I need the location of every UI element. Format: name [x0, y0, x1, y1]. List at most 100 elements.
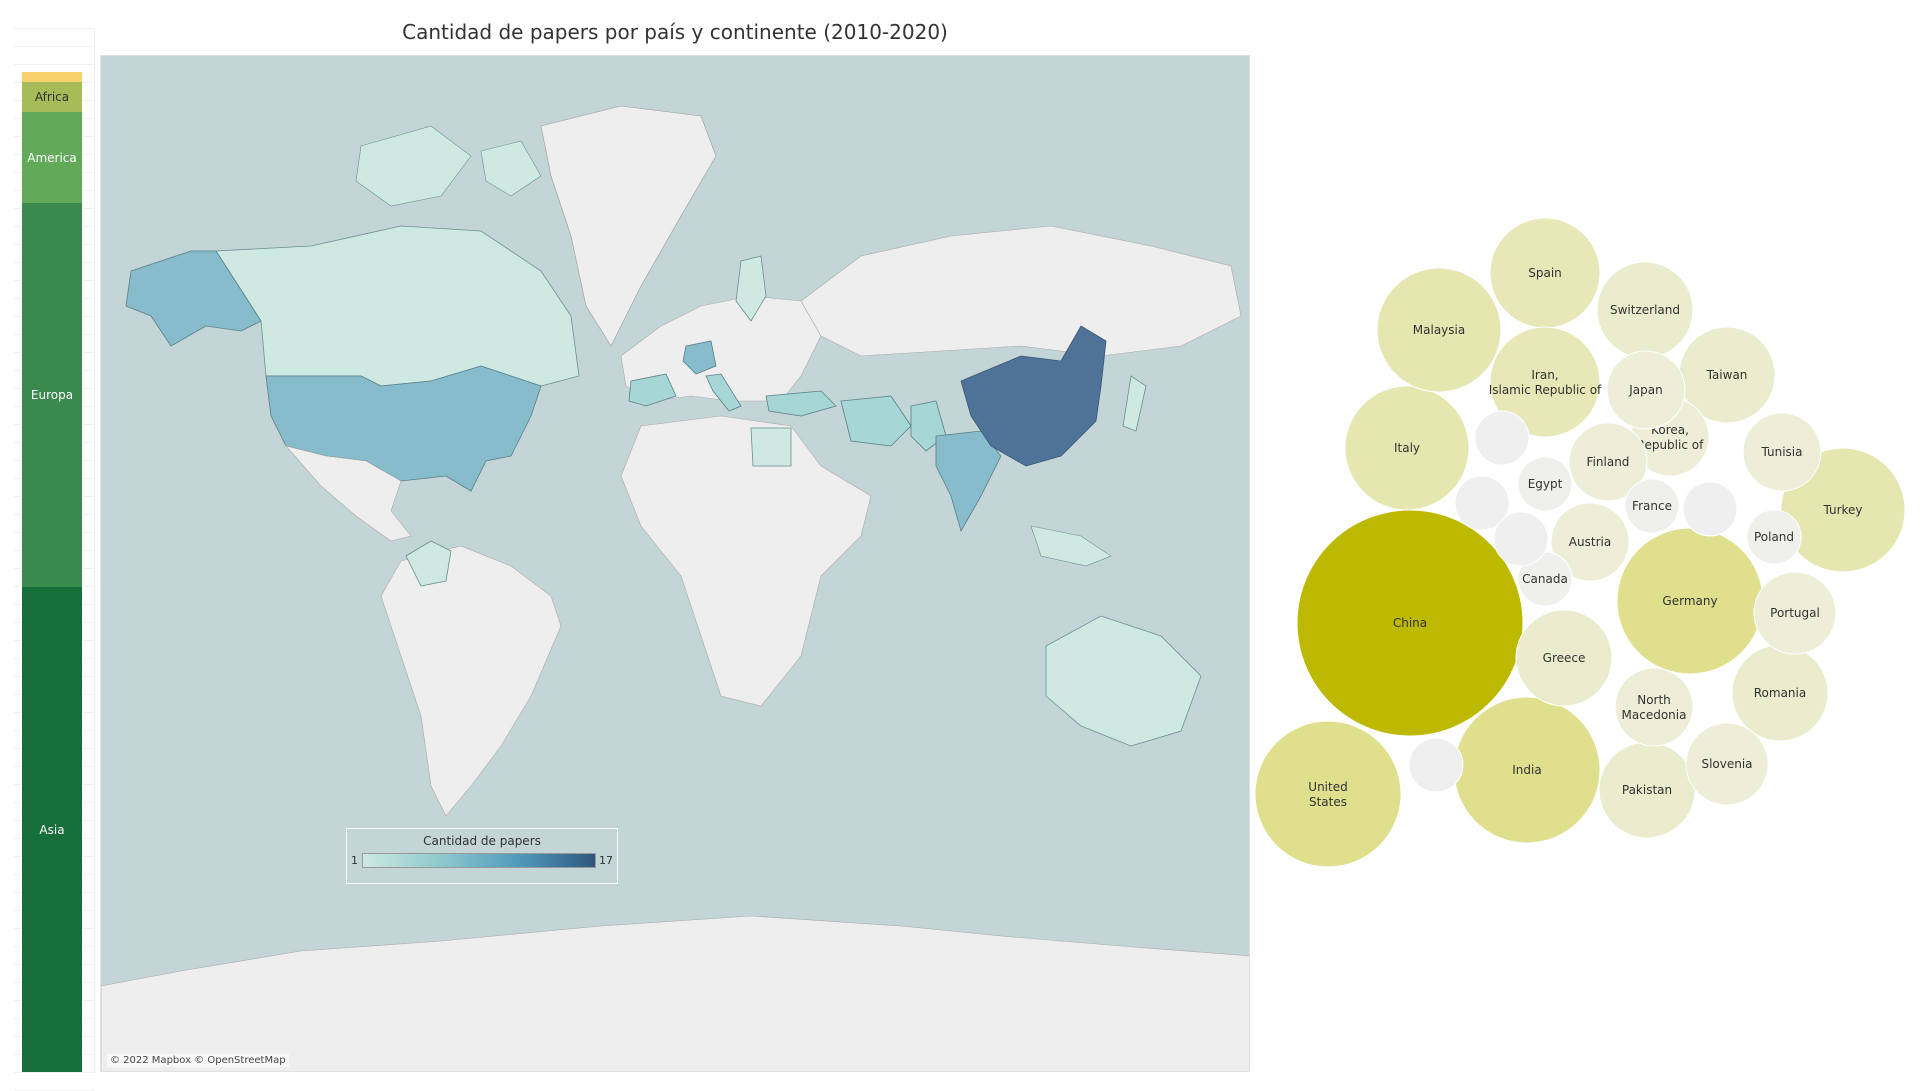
bubble[interactable]: Malaysia: [1376, 267, 1502, 393]
bubble-label: Pakistan: [1622, 783, 1672, 797]
region-canada[interactable]: [215, 225, 580, 387]
bubble[interactable]: India: [1453, 696, 1601, 844]
region-colombia[interactable]: [405, 540, 452, 587]
legend-max: 17: [599, 854, 613, 867]
bubble[interactable]: Italy: [1344, 385, 1470, 511]
bubble[interactable]: Romania: [1731, 644, 1829, 742]
axis-gridline: [14, 1072, 94, 1073]
bubble-circle[interactable]: [1454, 475, 1510, 531]
bubble-circle[interactable]: [1408, 737, 1464, 793]
region-egypt[interactable]: [750, 427, 792, 467]
bubble-circle[interactable]: [1780, 447, 1906, 573]
region-antarctica[interactable]: [101, 915, 1250, 1072]
bubble[interactable]: Canada: [1517, 551, 1573, 607]
bubble[interactable]: [1408, 737, 1464, 793]
bubble[interactable]: Spain: [1489, 217, 1601, 329]
bubble-circle[interactable]: [1753, 571, 1837, 655]
bubble[interactable]: Tunisia: [1742, 412, 1822, 492]
bubble[interactable]: Greece: [1515, 609, 1613, 707]
legend-title: Cantidad de papers: [423, 834, 541, 848]
bubble[interactable]: Austria: [1550, 502, 1630, 582]
region-china[interactable]: [960, 325, 1107, 467]
continent-segment[interactable]: Africa: [22, 82, 82, 113]
bubble[interactable]: Poland: [1746, 509, 1802, 565]
region-alaska[interactable]: [125, 250, 262, 347]
bubble[interactable]: North Macedonia: [1614, 667, 1694, 747]
bubble[interactable]: [1474, 410, 1530, 466]
region-germany[interactable]: [682, 340, 717, 375]
bubble-label: Slovenia: [1701, 757, 1752, 771]
map-canvas[interactable]: [101, 56, 1250, 1072]
bubble[interactable]: [1682, 481, 1738, 537]
axis-gridline: [14, 64, 94, 65]
region-mexico[interactable]: [285, 445, 412, 542]
bubble[interactable]: Finland: [1568, 422, 1648, 502]
continent-segment[interactable]: Asia: [22, 587, 82, 1072]
bubble[interactable]: Pakistan: [1598, 741, 1696, 839]
bubble-circle[interactable]: [1685, 722, 1769, 806]
continent-segment[interactable]: Europa: [22, 203, 82, 588]
bubble-chart: China United States India Germany Turkey Italy…: [1254, 217, 1906, 868]
bubble-label: Portugal: [1770, 606, 1820, 620]
bubble-label: Switzerland: [1610, 303, 1680, 317]
bubble-label: Taiwan: [1706, 368, 1748, 382]
bubble-label: Japan: [1628, 383, 1662, 397]
bubble[interactable]: Switzerland: [1596, 261, 1694, 359]
bubble-label: Austria: [1569, 535, 1611, 549]
bubble[interactable]: United States: [1254, 720, 1402, 868]
bubble-circle[interactable]: [1489, 326, 1601, 438]
bubble-label: China: [1393, 616, 1427, 630]
bubble[interactable]: [1454, 475, 1510, 531]
region-italy[interactable]: [705, 373, 742, 412]
region-spain[interactable]: [628, 373, 677, 407]
bubble-label: Greece: [1543, 651, 1586, 665]
axis-gridline: [14, 46, 94, 47]
bubble-circle[interactable]: [1493, 511, 1549, 567]
bubble[interactable]: Slovenia: [1685, 722, 1769, 806]
region-finland[interactable]: [735, 255, 767, 322]
bubble-circle[interactable]: [1614, 667, 1694, 747]
bubble-circle[interactable]: [1550, 502, 1630, 582]
bubble[interactable]: Egypt: [1517, 456, 1573, 512]
region-united-states[interactable]: [265, 365, 542, 492]
bubble-circle[interactable]: [1517, 456, 1573, 512]
bubble[interactable]: China: [1296, 509, 1524, 737]
continent-segment[interactable]: America: [22, 112, 82, 204]
bubble-circle[interactable]: [1515, 609, 1613, 707]
bubble-label: North Macedonia: [1622, 693, 1687, 722]
region-south-america[interactable]: [380, 545, 562, 817]
color-legend: Cantidad de papers 1 17: [346, 828, 618, 884]
bubble[interactable]: Germany: [1616, 527, 1764, 675]
bubble-circle[interactable]: [1474, 410, 1530, 466]
region-australia[interactable]: [1045, 615, 1202, 747]
bubble[interactable]: [1493, 511, 1549, 567]
region-turkey[interactable]: [765, 390, 837, 417]
region-southeast-asia[interactable]: [1030, 525, 1112, 567]
bubble-circle[interactable]: [1746, 509, 1802, 565]
bubble-circle[interactable]: [1568, 422, 1648, 502]
region-greenland[interactable]: [540, 105, 717, 347]
bubble[interactable]: Iran, Islamic Republic of: [1489, 326, 1602, 438]
region-russia[interactable]: [800, 225, 1242, 357]
world-map[interactable]: Cantidad de papers 1 17 © 2022 Mapbox © …: [100, 55, 1250, 1072]
region-iran[interactable]: [840, 395, 912, 447]
region-canada-arctic[interactable]: [355, 125, 542, 207]
bubble-circle[interactable]: [1344, 385, 1470, 511]
region-africa[interactable]: [620, 415, 872, 707]
bubble[interactable]: Portugal: [1753, 571, 1837, 655]
region-japan[interactable]: [1122, 375, 1147, 432]
bubble-label: Canada: [1522, 572, 1568, 586]
bubble-circle[interactable]: [1254, 720, 1402, 868]
map-credit[interactable]: © 2022 Mapbox © OpenStreetMap: [107, 1054, 289, 1067]
bubble[interactable]: Japan: [1606, 350, 1686, 430]
bubble-label: Tunisia: [1761, 445, 1803, 459]
bubble-circle[interactable]: [1682, 481, 1738, 537]
bubble-circle[interactable]: [1376, 267, 1502, 393]
bubble-circle[interactable]: [1624, 478, 1680, 534]
bubble-label: Romania: [1754, 686, 1806, 700]
continent-segment[interactable]: [22, 72, 82, 83]
bubble-circle[interactable]: [1742, 412, 1822, 492]
bubble-circle[interactable]: [1606, 350, 1686, 430]
bubble[interactable]: France: [1624, 478, 1680, 534]
bubble[interactable]: Turkey: [1780, 447, 1906, 573]
